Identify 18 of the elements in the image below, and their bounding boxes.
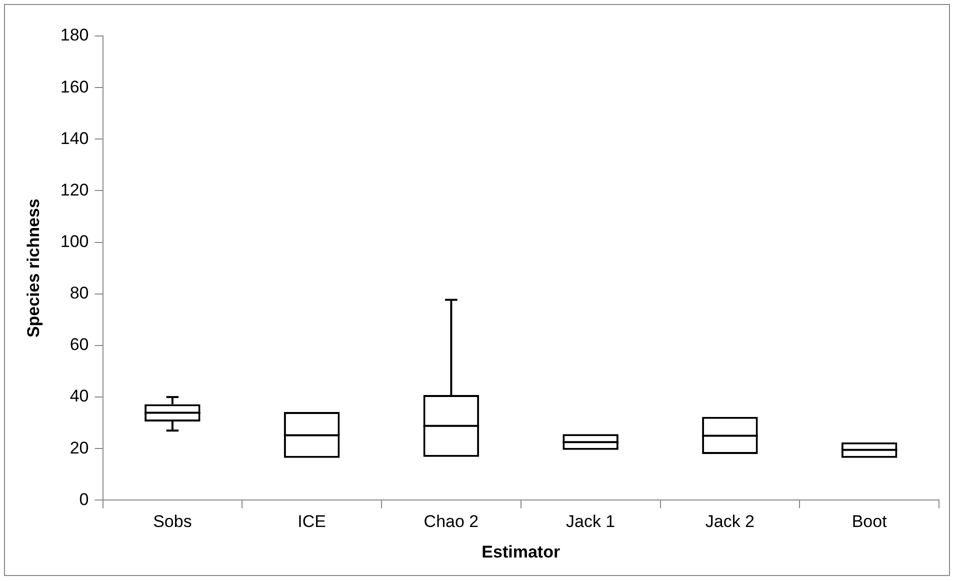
x-tick-label: Jack 1: [566, 512, 616, 532]
y-tick-label: 120: [60, 180, 89, 200]
y-axis-title: Species richness: [24, 198, 43, 338]
y-tick-label: 20: [70, 438, 89, 458]
y-tick-label: 80: [70, 284, 89, 303]
y-tick-label: 160: [60, 77, 89, 96]
x-tick-label: Sobs: [153, 512, 192, 532]
y-tick-label: 180: [60, 26, 89, 45]
x-tick-label: Boot: [852, 512, 888, 532]
x-tick-label: ICE: [298, 512, 326, 532]
x-tick-label: Jack 2: [705, 512, 755, 532]
x-tick-label: Chao 2: [424, 512, 479, 532]
y-tick-label: 0: [79, 490, 89, 509]
y-tick-label: 140: [60, 128, 89, 148]
x-axis-title: Estimator: [482, 542, 560, 562]
y-tick-label: 60: [70, 335, 89, 354]
y-tick-label: 100: [60, 232, 89, 251]
y-tick-label: 40: [70, 386, 89, 406]
